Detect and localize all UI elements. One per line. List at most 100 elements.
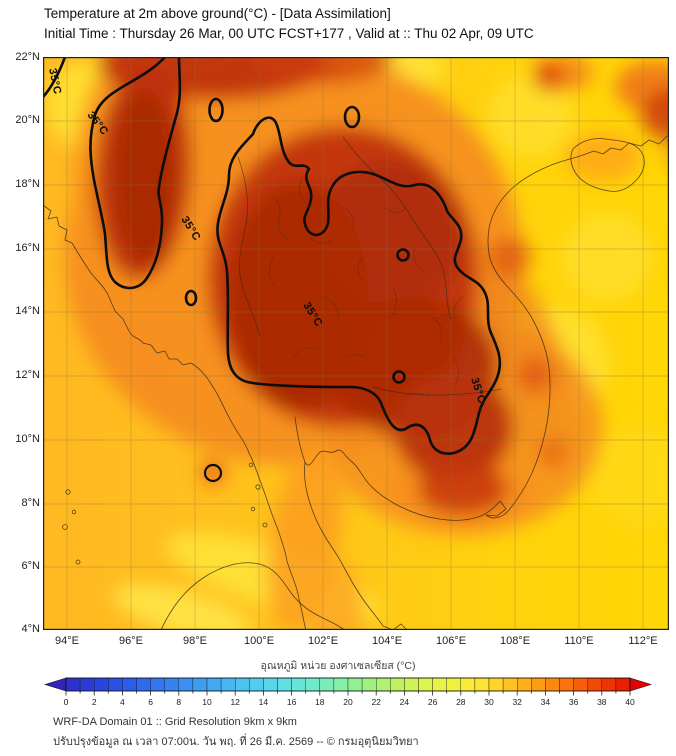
colorbar-tick-label: 34 [541, 697, 551, 707]
colorbar-tick-label: 8 [176, 697, 181, 707]
colorbar-tick-label: 4 [120, 697, 125, 707]
colorbar-cell [150, 677, 165, 692]
contour-cell-2 [343, 105, 361, 129]
colorbar-cell [291, 677, 306, 692]
lat-tick-label: 20°N [15, 114, 40, 126]
contour-cell-5 [184, 289, 198, 307]
colorbar-tick-label: 18 [315, 697, 325, 707]
colorbar-cell [122, 677, 137, 692]
colorbar-tick-label: 6 [148, 697, 153, 707]
colorbar-tick-label: 20 [343, 697, 353, 707]
contour-label-35c: 35°C [46, 67, 63, 95]
lat-tick-label: 8°N [21, 497, 40, 509]
footer-update-info: ปรับปรุงข้อมูล ณ เวลา 07:00น. วัน พฤ. ที… [53, 736, 419, 748]
colorbar-cell [531, 677, 546, 692]
colorbar-cell [573, 677, 588, 692]
colorbar-tick-label: 36 [569, 697, 579, 707]
colorbar-tick-label: 0 [64, 697, 69, 707]
contour-myanmar-loop [89, 57, 182, 290]
small-islands [62, 462, 268, 565]
colorbar: 0 2 4 6 8 10 12 14 16 18 20 22 24 26 28 30 32 34 36 38 40 [43, 677, 653, 707]
colorbar-tick-label: 12 [230, 697, 240, 707]
colorbar-tick-label: 14 [259, 697, 269, 707]
contour-cell-3 [396, 248, 410, 262]
colorbar-tick-label: 16 [287, 697, 297, 707]
gulf-vietnam-china-coast [294, 135, 669, 521]
map-canvas: 35°C 35°C 35°C 35°C 35°C [43, 57, 669, 630]
lat-tick-label: 16°N [15, 242, 40, 254]
colorbar-cell [615, 677, 631, 692]
contour-topleft-corner [43, 57, 67, 99]
lat-tick-label: 6°N [21, 560, 40, 572]
lon-tick-label: 98°E [183, 635, 207, 647]
colorbar-cell [108, 677, 123, 692]
footer-domain-info: WRF-DA Domain 01 :: Grid Resolution 9km … [53, 716, 297, 728]
temperature-map: 35°C 35°C 35°C 35°C 35°C [43, 57, 669, 630]
contour-lines-35c [43, 57, 502, 483]
page-title: Temperature at 2m above ground(°C) - [Da… [44, 6, 391, 21]
lat-tick-label: 22°N [15, 51, 40, 63]
lat-tick-label: 18°N [15, 178, 40, 190]
colorbar-cell [376, 677, 391, 692]
colorbar-cell [319, 677, 335, 692]
colorbar-left-arrow [43, 677, 67, 692]
contour-cell-peninsula [203, 463, 223, 483]
colorbar-tick-label: 22 [371, 697, 381, 707]
lon-tick-label: 96°E [119, 635, 143, 647]
peninsula-east-coast [304, 461, 408, 630]
lat-tick-label: 12°N [15, 369, 40, 381]
contour-central-loop [216, 116, 502, 455]
colorbar-cell [192, 677, 208, 692]
lon-tick-label: 106°E [435, 635, 467, 647]
colorbar-tick-label: 30 [484, 697, 494, 707]
myanmar-peninsula-coast [43, 204, 307, 630]
colorbar-cell [502, 677, 518, 692]
colorbar-cell [333, 677, 349, 692]
colorbar-cell [347, 677, 363, 692]
colorbar-cell [418, 677, 433, 692]
lon-tick-label: 100°E [243, 635, 275, 647]
colorbar-cell [263, 677, 278, 692]
colorbar-tick-label: 32 [512, 697, 522, 707]
colorbar-cell [460, 677, 476, 692]
colorbar-cell [517, 677, 532, 692]
colorbar-cell [93, 677, 109, 692]
colorbar-cell [601, 677, 617, 692]
lon-tick-label: 108°E [499, 635, 531, 647]
colorbar-cell [220, 677, 236, 692]
colorbar-cell [79, 677, 95, 692]
colorbar-cell [545, 677, 560, 692]
colorbar-cell [474, 677, 490, 692]
lon-tick-label: 94°E [55, 635, 79, 647]
lon-tick-label: 112°E [628, 635, 658, 647]
lon-tick-label: 104°E [371, 635, 403, 647]
colorbar-cell [65, 677, 81, 692]
colorbar-cell [559, 677, 574, 692]
colorbar-cell [446, 677, 462, 692]
colorbar-cell [390, 677, 405, 692]
colorbar-tick-label: 40 [625, 697, 635, 707]
colorbar-cell [305, 677, 321, 692]
colorbar-tick-label: 10 [202, 697, 212, 707]
page-subtitle: Initial Time : Thursday 26 Mar, 00 UTC F… [44, 26, 534, 41]
colorbar-cell [587, 677, 603, 692]
lat-tick-label: 10°N [15, 433, 40, 445]
colorbar-title: อุณหภูมิ หน่วย องศาเซลเซียส (°C) [260, 660, 416, 672]
contour-cell-4 [392, 370, 406, 384]
lat-tick-label: 4°N [21, 623, 40, 635]
colorbar-tick-label: 26 [428, 697, 438, 707]
colorbar-cell [432, 677, 447, 692]
lon-tick-label: 110°E [564, 635, 594, 647]
colorbar-cell [277, 677, 292, 692]
lon-tick-label: 102°E [307, 635, 339, 647]
graticule-gridlines [43, 57, 669, 630]
colorbar-cell [234, 677, 250, 692]
temperature-field-blobs [45, 57, 669, 630]
colorbar-tick-label: 38 [597, 697, 607, 707]
coastlines [43, 135, 669, 630]
colorbar-cell [249, 677, 264, 692]
colorbar-cell [206, 677, 222, 692]
colorbar-cell [488, 677, 504, 692]
colorbar-cell [404, 677, 419, 692]
